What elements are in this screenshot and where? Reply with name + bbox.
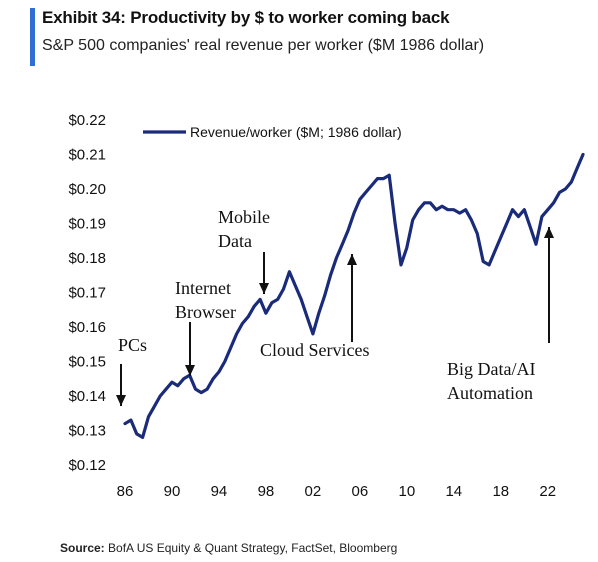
y-tick-label: $0.14 (68, 388, 106, 405)
y-tick-label: $0.21 (68, 147, 106, 164)
chart-title: Exhibit 34: Productivity by $ to worker … (42, 8, 450, 27)
chart-subtitle: S&P 500 companies' real revenue per work… (42, 37, 485, 54)
legend-label: Revenue/worker ($M; 1986 dollar) (190, 124, 402, 140)
x-tick-label: 90 (164, 483, 181, 500)
source-text: BofA US Equity & Quant Strategy, FactSet… (108, 541, 398, 555)
annotation-pcs-arrow-head (116, 395, 126, 406)
annotation-mobile-data-text: Mobile (218, 207, 270, 227)
source-note: Source: BofA US Equity & Quant Strategy,… (60, 541, 397, 555)
annotation-mobile-data-text: Data (218, 231, 252, 251)
x-tick-label: 98 (258, 483, 275, 500)
y-tick-label: $0.19 (68, 216, 106, 233)
x-tick-label: 14 (445, 483, 462, 500)
annotation-mobile-data-arrow-head (259, 283, 269, 294)
annotation-pcs-text: PCs (118, 335, 147, 355)
y-tick-label: $0.18 (68, 250, 106, 267)
y-tick-label: $0.20 (68, 181, 106, 198)
y-tick-label: $0.22 (68, 112, 106, 129)
title-accent-bar (30, 8, 35, 66)
y-tick-label: $0.15 (68, 354, 106, 371)
x-tick-label: 18 (492, 483, 509, 500)
y-tick-label: $0.16 (68, 319, 106, 336)
x-tick-label: 94 (211, 483, 228, 500)
x-tick-label: 06 (352, 483, 369, 500)
y-tick-label: $0.12 (68, 457, 106, 474)
x-tick-label: 02 (305, 483, 322, 500)
y-tick-label: $0.17 (68, 285, 106, 302)
annotation-internet-browser-arrow-head (185, 365, 195, 376)
annotation-cloud-services-arrow-head (347, 254, 357, 265)
x-tick-label: 22 (539, 483, 556, 500)
source-label: Source: (60, 541, 105, 555)
x-tick-label: 10 (399, 483, 416, 500)
annotation-internet-browser-text: Browser (175, 302, 236, 322)
x-tick-label: 86 (117, 483, 134, 500)
annotation-cloud-services-text: Cloud Services (260, 340, 370, 360)
annotation-big-data-ai-text: Automation (447, 383, 533, 403)
series-line-revenue-per-worker (123, 152, 585, 439)
annotation-big-data-ai-arrow-head (544, 227, 554, 238)
annotation-internet-browser-text: Internet (175, 278, 231, 298)
annotation-big-data-ai-text: Big Data/AI (447, 359, 535, 379)
y-tick-label: $0.13 (68, 423, 106, 440)
